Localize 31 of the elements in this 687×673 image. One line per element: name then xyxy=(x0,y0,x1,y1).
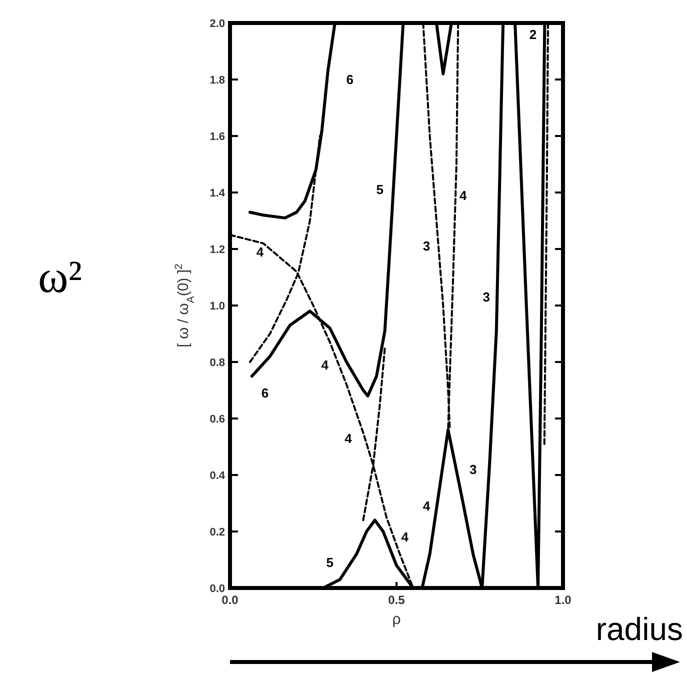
y-tick-label: 1.6 xyxy=(210,130,225,143)
annotation: 4 xyxy=(401,530,410,545)
annotation: 3 xyxy=(482,290,490,305)
y-tick-label: 1.4 xyxy=(210,187,226,200)
annotation: 3 xyxy=(469,462,477,477)
y-tick-label: 2.0 xyxy=(210,18,225,30)
x-tick-label: 0.5 xyxy=(388,593,406,607)
annotation: 4 xyxy=(344,430,353,446)
annotation: 4 xyxy=(422,498,431,514)
annotation: 5 xyxy=(326,555,334,570)
x-tick-label: 0.0 xyxy=(222,593,239,607)
annotation: 4 xyxy=(321,357,330,372)
y-tick-label: 1.0 xyxy=(210,300,225,312)
y-tick-label: 1.2 xyxy=(210,244,225,256)
y-tick-label: 0.4 xyxy=(210,470,226,482)
text: ω² xyxy=(38,251,82,302)
y-tick-label: 0.0 xyxy=(210,582,225,595)
annotation: 6 xyxy=(346,72,354,88)
y-tick-label: 1.8 xyxy=(210,74,225,86)
x-tick-label: 1.0 xyxy=(554,593,572,607)
annotation: 3 xyxy=(422,238,430,254)
x-axis-title: ρ xyxy=(392,611,401,628)
text: radius xyxy=(596,611,683,647)
annotation: 4 xyxy=(256,244,264,260)
y-tick-label: 0.8 xyxy=(210,356,225,369)
annotation: 4 xyxy=(459,188,468,203)
y-tick-label: 0.2 xyxy=(210,526,225,538)
annotation: 2 xyxy=(529,26,537,42)
y-tick-label: 0.6 xyxy=(210,413,225,426)
annotation: 6 xyxy=(261,386,269,401)
annotation: 5 xyxy=(376,182,384,198)
